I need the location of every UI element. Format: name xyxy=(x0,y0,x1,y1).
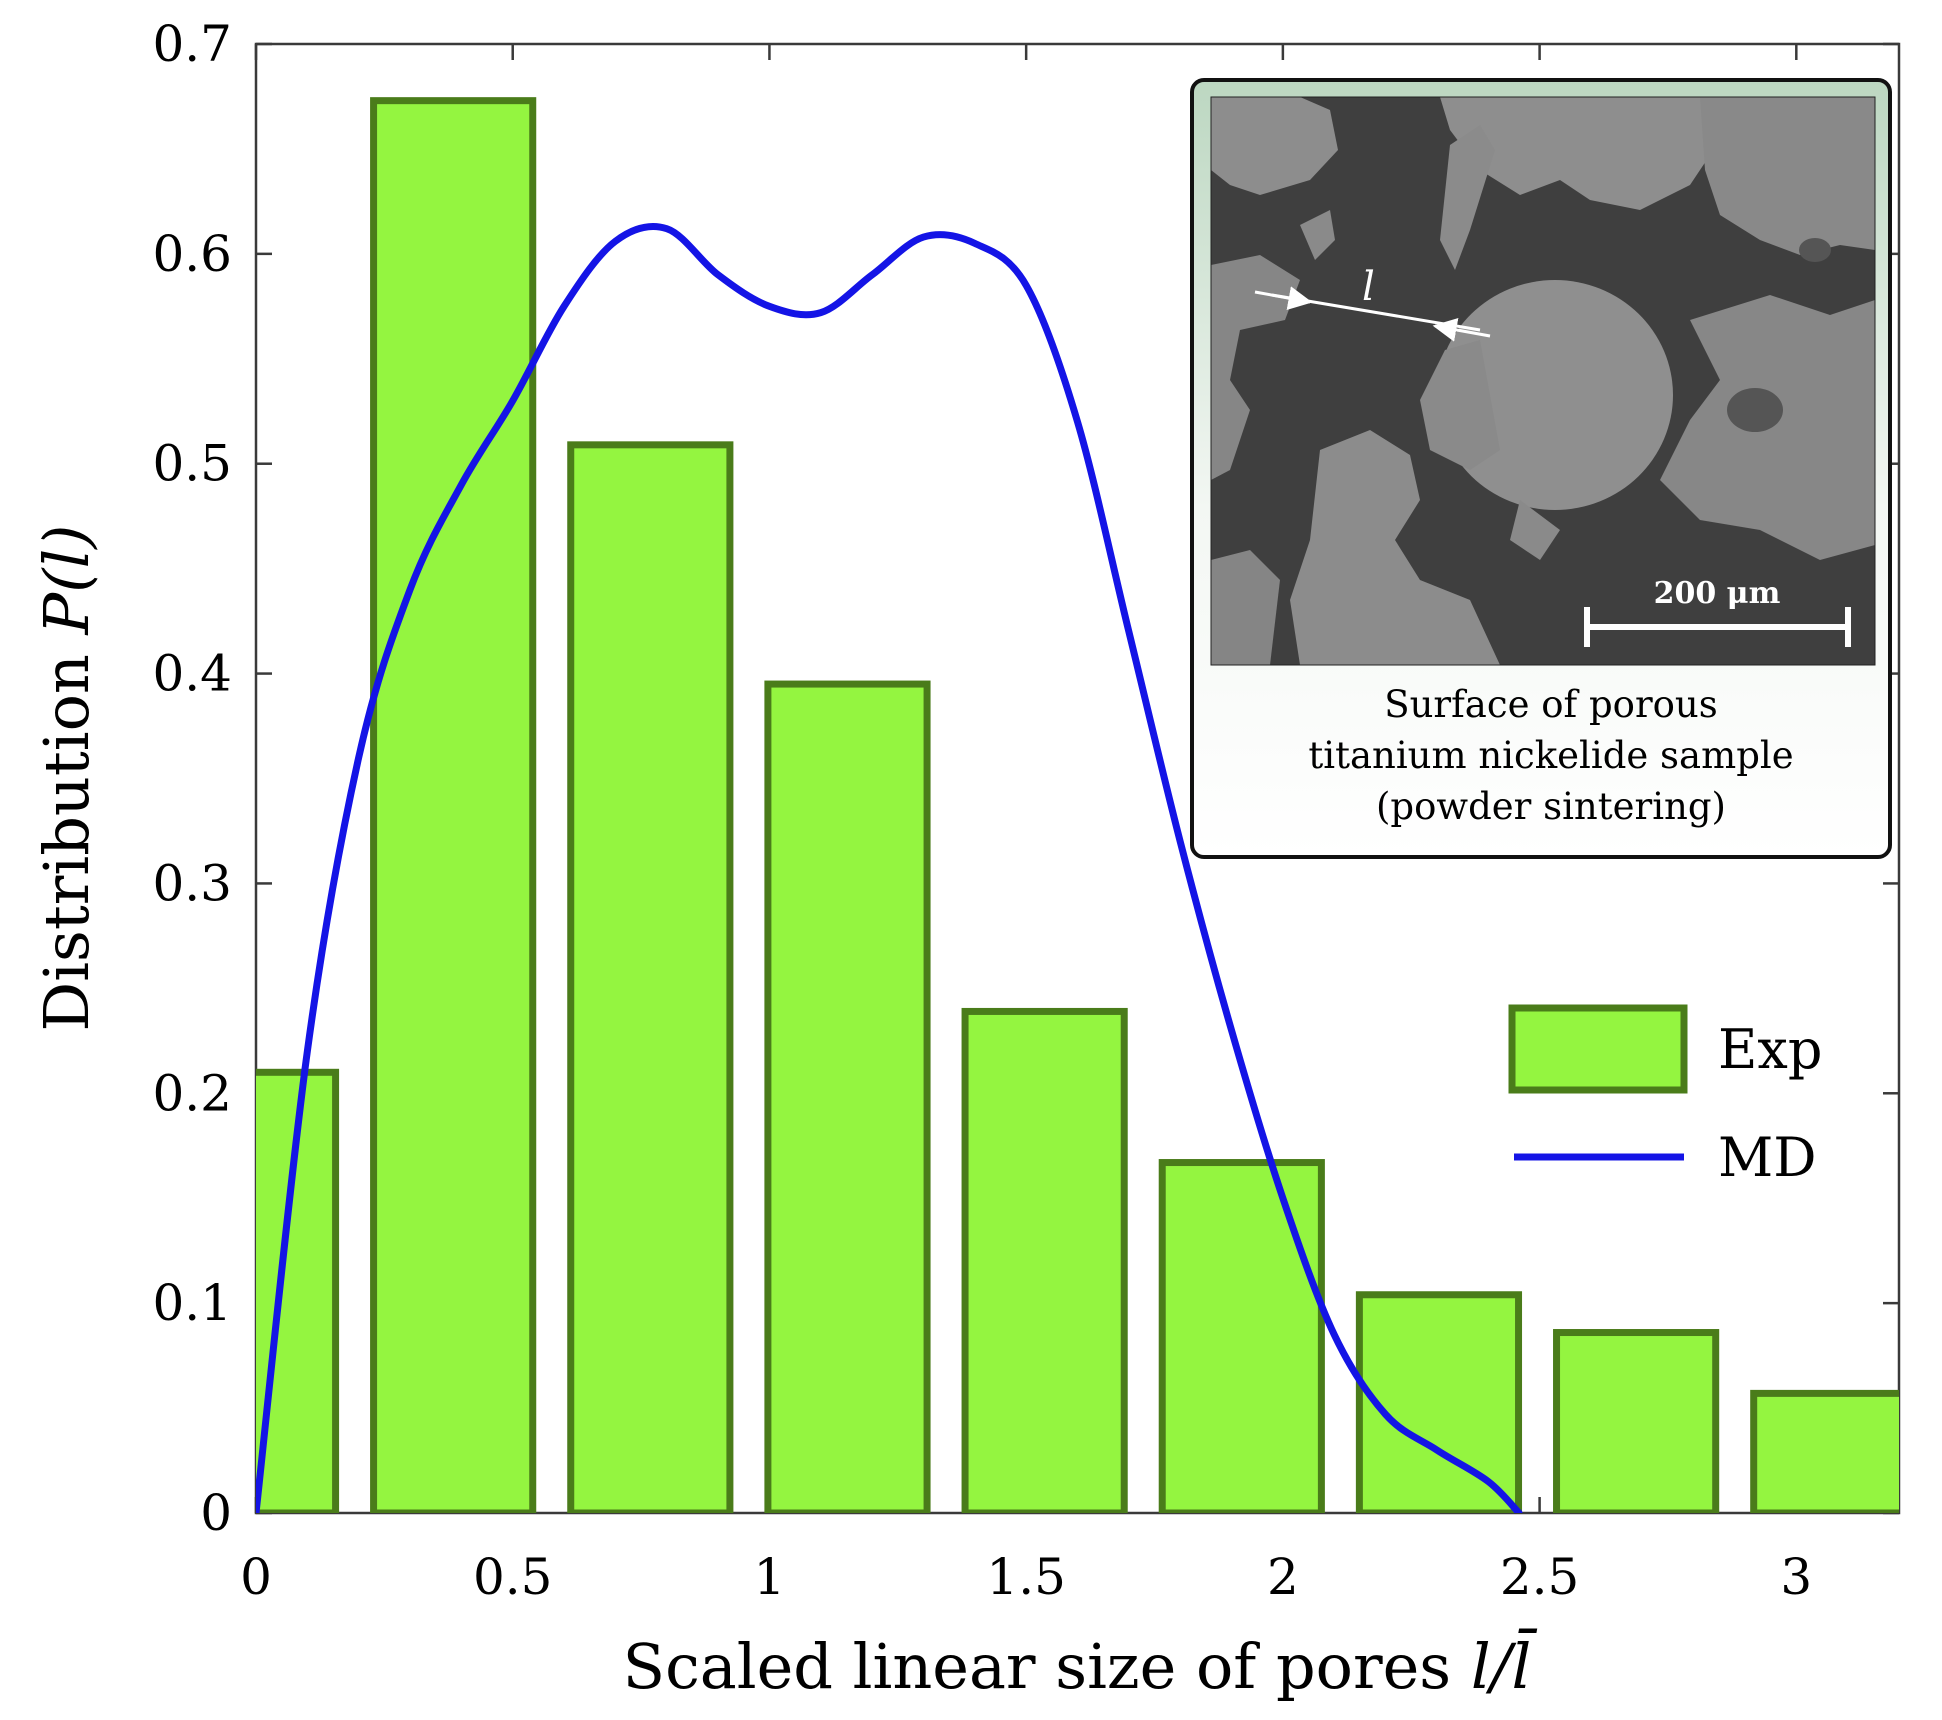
exp-bar-3 xyxy=(764,680,931,1513)
x-axis-title-var: l/l̄ xyxy=(1471,1628,1538,1703)
x-tick-label-1: 0.5 xyxy=(473,1548,553,1606)
exp-bar-4 xyxy=(961,1007,1128,1513)
exp-bar-6 xyxy=(1355,1291,1523,1513)
exp-bar-5 xyxy=(1158,1159,1325,1513)
x-axis-title: Scaled linear size of pores l/l̄ xyxy=(623,1628,1538,1703)
md-curve-line xyxy=(256,222,1523,1513)
x-axis-title-text: Scaled linear size of pores xyxy=(623,1630,1452,1703)
legend-md-label: MD xyxy=(1718,1126,1817,1189)
y-axis-title-text: Distribution xyxy=(30,654,103,1031)
inset-micrograph: l 200 μm xyxy=(1211,97,1875,665)
x-tick-label-5: 2.5 xyxy=(1500,1548,1580,1606)
x-tick-labels: 0 0.5 1 1.5 2 2.5 3 xyxy=(240,1548,1812,1606)
exp-bar-1 xyxy=(370,97,537,1513)
y-axis-title: Distribution P(l) xyxy=(30,524,103,1031)
inset-caption-line-3: (powder sintering) xyxy=(1376,785,1726,828)
y-axis-title-var: P(l) xyxy=(30,524,103,635)
y-tick-labels: 0 0.1 0.2 0.3 0.4 0.5 0.6 0.7 xyxy=(152,15,232,1542)
y-tick-label-4: 0.4 xyxy=(152,645,232,703)
y-tick-label-0: 0 xyxy=(200,1484,232,1542)
y-tick-label-7: 0.7 xyxy=(152,15,232,73)
legend-exp-label: Exp xyxy=(1718,1018,1822,1081)
inset-measure-label: l xyxy=(1362,264,1375,310)
y-tick-label-5: 0.5 xyxy=(152,435,232,493)
x-tick-label-3: 1.5 xyxy=(986,1548,1066,1606)
y-tick-label-3: 0.3 xyxy=(152,854,232,912)
exp-bars xyxy=(256,97,1899,1513)
inset-caption-line-2: titanium nickelide sample xyxy=(1308,734,1793,777)
y-tick-label-6: 0.6 xyxy=(152,225,232,283)
y-tick-label-1: 0.1 xyxy=(152,1274,232,1332)
x-tick-label-4: 2 xyxy=(1267,1548,1299,1606)
inset-scale-label: 200 μm xyxy=(1654,576,1781,611)
x-tick-label-6: 3 xyxy=(1780,1548,1812,1606)
legend: Exp MD xyxy=(1508,1004,1822,1189)
exp-bar-8 xyxy=(1750,1389,1899,1513)
y-tick-label-2: 0.2 xyxy=(152,1064,232,1122)
legend-exp-swatch xyxy=(1508,1004,1688,1094)
x-tick-label-2: 1 xyxy=(754,1548,786,1606)
exp-bar-7 xyxy=(1553,1329,1720,1513)
exp-bar-2 xyxy=(567,441,734,1513)
inset-caption-line-1: Surface of porous xyxy=(1384,683,1717,726)
inset-panel: l 200 μm Surface of porous titanium nick… xyxy=(1190,78,1892,859)
x-tick-label-0: 0 xyxy=(240,1548,272,1606)
